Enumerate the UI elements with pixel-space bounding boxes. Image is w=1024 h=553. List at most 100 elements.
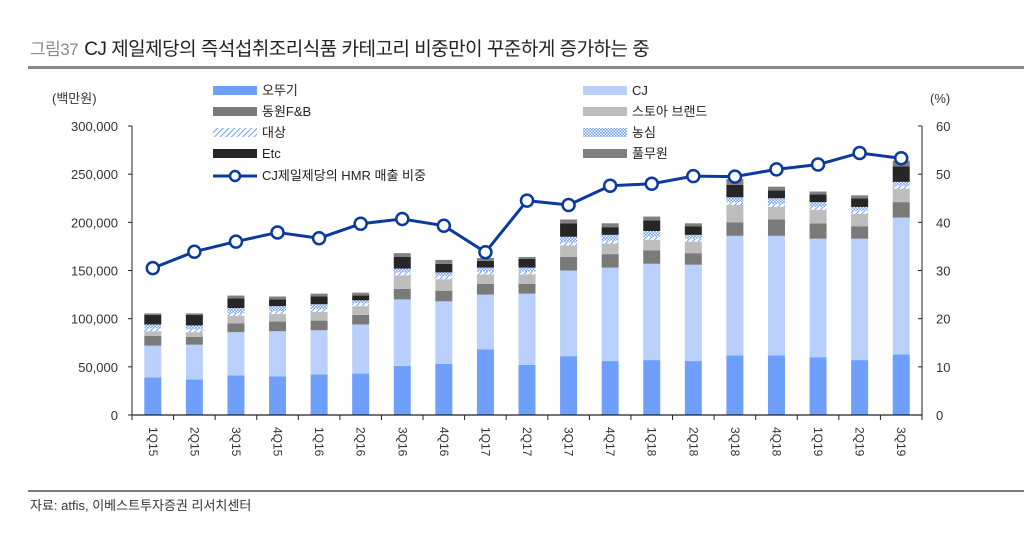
bar-segment-cj [726, 235, 744, 356]
bar-segment-dongwon [227, 323, 245, 333]
bar-segment-cj [851, 238, 869, 361]
legend-swatch-nongshim [583, 128, 627, 137]
bar-segment-dongwon [518, 283, 536, 294]
bar-segment-pulmuone [601, 223, 619, 228]
bar-segment-etc [767, 190, 785, 199]
bar-segment-store_brand [809, 209, 827, 224]
left-tick-label: 200,000 [71, 215, 118, 230]
bar-segment-etc [185, 314, 203, 326]
hmr-share-point [311, 230, 327, 246]
hmr-share-point [852, 145, 867, 161]
bar-segment-daesang [185, 329, 203, 333]
bar-segment-cj [435, 301, 453, 364]
bar-segment-nongshim [767, 198, 785, 205]
y2-axis-unit-label: (%) [930, 91, 950, 106]
bar-segment-dongwon [892, 202, 910, 218]
bar-segment-daesang [684, 238, 702, 242]
bar-segment-ottogi [185, 379, 203, 415]
x-category-label: 2Q17 [520, 427, 534, 457]
bar-segment-ottogi [227, 375, 245, 415]
bar-segment-nongshim [185, 325, 203, 330]
hmr-share-point [478, 244, 493, 260]
bar-segment-dongwon [185, 336, 203, 345]
bar-segment-ottogi [393, 365, 411, 415]
bar-segment-cj [767, 235, 785, 356]
bar-segment-daesang [643, 236, 661, 240]
bar-segment-ottogi [892, 354, 910, 415]
bar-stack-3Q18 [726, 178, 744, 415]
chart-title: CJ 제일제당의 즉석섭취조리식품 카테고리 비중만이 꾸준하게 증가하는 중 [84, 39, 650, 60]
bar-segment-nongshim [518, 267, 536, 272]
bar-segment-cj [393, 299, 411, 366]
bar-segment-nongshim [269, 306, 287, 311]
bar-segment-etc [476, 260, 494, 268]
hmr-share-point [228, 234, 244, 249]
legend-swatch-pulmuone [583, 149, 627, 158]
bar-segment-dongwon [144, 336, 162, 346]
bar-stack-4Q15 [269, 296, 287, 415]
bar-segment-store_brand [310, 311, 328, 321]
bar-segment-pulmuone [227, 295, 245, 299]
bar-segment-store_brand [185, 332, 203, 337]
bar-stack-4Q16 [435, 259, 453, 415]
x-category-label: 2Q16 [354, 427, 368, 457]
bar-segment-nongshim [684, 234, 702, 239]
bar-segment-etc [560, 223, 578, 237]
hmr-share-point [395, 211, 410, 227]
hmr-share-point [644, 176, 659, 192]
figure-title: 그림37 CJ 제일제당의 즉석섭취조리식품 카테고리 비중만이 꾸준하게 증가… [30, 34, 650, 64]
bar-segment-store_brand [227, 315, 245, 324]
bar-segment-nongshim [310, 304, 328, 310]
bar-segment-nongshim [352, 300, 370, 304]
bar-segment-nongshim [809, 202, 827, 207]
bar-segment-pulmuone [185, 313, 203, 315]
bar-segment-store_brand [518, 274, 536, 284]
hmr-share-point [436, 218, 452, 233]
right-tick-label: 50 [936, 167, 950, 182]
bar-segment-ottogi [767, 355, 785, 415]
legend-swatch-daesang [213, 128, 257, 137]
bar-segment-cj [601, 267, 619, 362]
x-axis: 1Q15 2Q15 3Q15 4Q15 1Q16 2Q16 3Q16 4Q16 1Q17 2Q17… [131, 414, 923, 457]
bar-stack-1Q15 [144, 313, 162, 415]
bar-segment-cj [643, 263, 661, 361]
bar-segment-cj [144, 345, 162, 378]
left-tick-label: 300,000 [71, 119, 118, 134]
right-tick-label: 20 [936, 312, 950, 327]
bar-segment-pulmuone [310, 293, 328, 297]
x-category-label: 2Q15 [187, 427, 201, 457]
bar-segment-dongwon [767, 219, 785, 236]
bar-segment-daesang [560, 242, 578, 246]
right-y-axis: 0 10 20 30 40 50 60 [918, 119, 950, 423]
x-category-label: 2Q18 [686, 427, 700, 457]
bar-segment-store_brand [560, 245, 578, 258]
left-tick-label: 50,000 [78, 360, 118, 375]
bar-segment-ottogi [601, 361, 619, 415]
bar-segment-nongshim [851, 206, 869, 211]
bar-stack-2Q15 [185, 313, 203, 415]
bar-segment-dongwon [851, 226, 869, 239]
x-category-label: 4Q17 [603, 427, 617, 457]
bar-segment-pulmuone [144, 313, 162, 315]
bar-segment-cj [809, 238, 827, 358]
bar-segment-nongshim [601, 234, 619, 241]
bar-segment-dongwon [269, 321, 287, 332]
bar-segment-ottogi [352, 373, 370, 415]
bar-segment-daesang [227, 312, 245, 316]
bar-segment-store_brand [144, 331, 162, 337]
bar-stack-3Q17 [560, 219, 578, 415]
bar-segment-daesang [435, 276, 453, 280]
bar-segment-ottogi [476, 349, 494, 415]
x-category-label: 3Q18 [728, 427, 742, 457]
bar-segment-cj [269, 331, 287, 377]
bar-segment-daesang [851, 210, 869, 214]
bar-segment-daesang [809, 206, 827, 210]
bar-segment-etc [227, 298, 245, 309]
bar-segment-store_brand [435, 279, 453, 291]
left-y-axis: 0 50,000 100,000 150,000 200,000 250,000 300,0… [71, 119, 133, 423]
bar-segment-daesang [352, 303, 370, 307]
x-category-label: 2Q19 [853, 427, 867, 457]
bar-segment-ottogi [269, 376, 287, 415]
x-category-label: 1Q16 [312, 427, 326, 457]
